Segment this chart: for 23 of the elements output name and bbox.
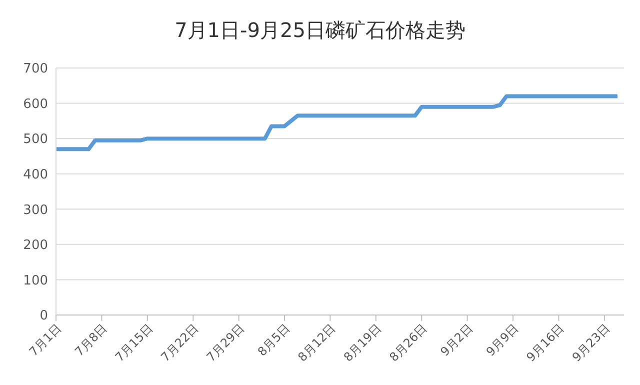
line-series [56, 94, 620, 152]
chart-title: 7月1日-9月25日磷矿石价格走势 [174, 17, 466, 44]
y-tick-label: 0 [40, 308, 48, 324]
x-tick-label: 7月29日 [204, 321, 247, 364]
x-tick-label: 7月15日 [112, 321, 156, 364]
x-tick-label: 9月2日 [438, 321, 476, 359]
x-tick-label: 9月16日 [524, 321, 567, 364]
y-tick-label: 200 [23, 238, 48, 254]
x-tick-label: 9月9日 [483, 321, 522, 359]
x-tick-label: 7月22日 [158, 321, 202, 364]
y-tick-label: 700 [23, 62, 48, 77]
y-tick-label: 300 [23, 202, 48, 218]
x-tick-label: 9月23日 [569, 321, 613, 364]
y-tick-label: 400 [23, 167, 48, 182]
x-tick-label: 8月26日 [386, 321, 430, 364]
y-tick-label: 100 [23, 273, 48, 288]
y-tick-label: 600 [23, 96, 48, 112]
x-tick-label: 7月1日 [26, 321, 64, 359]
y-tick-label: 500 [23, 132, 48, 148]
x-tick-label: 8月19日 [340, 321, 384, 364]
x-tick-label: 7月8日 [72, 321, 110, 359]
x-tick-label: 8月5日 [254, 321, 293, 359]
x-tick-label: 8月12日 [295, 321, 338, 364]
